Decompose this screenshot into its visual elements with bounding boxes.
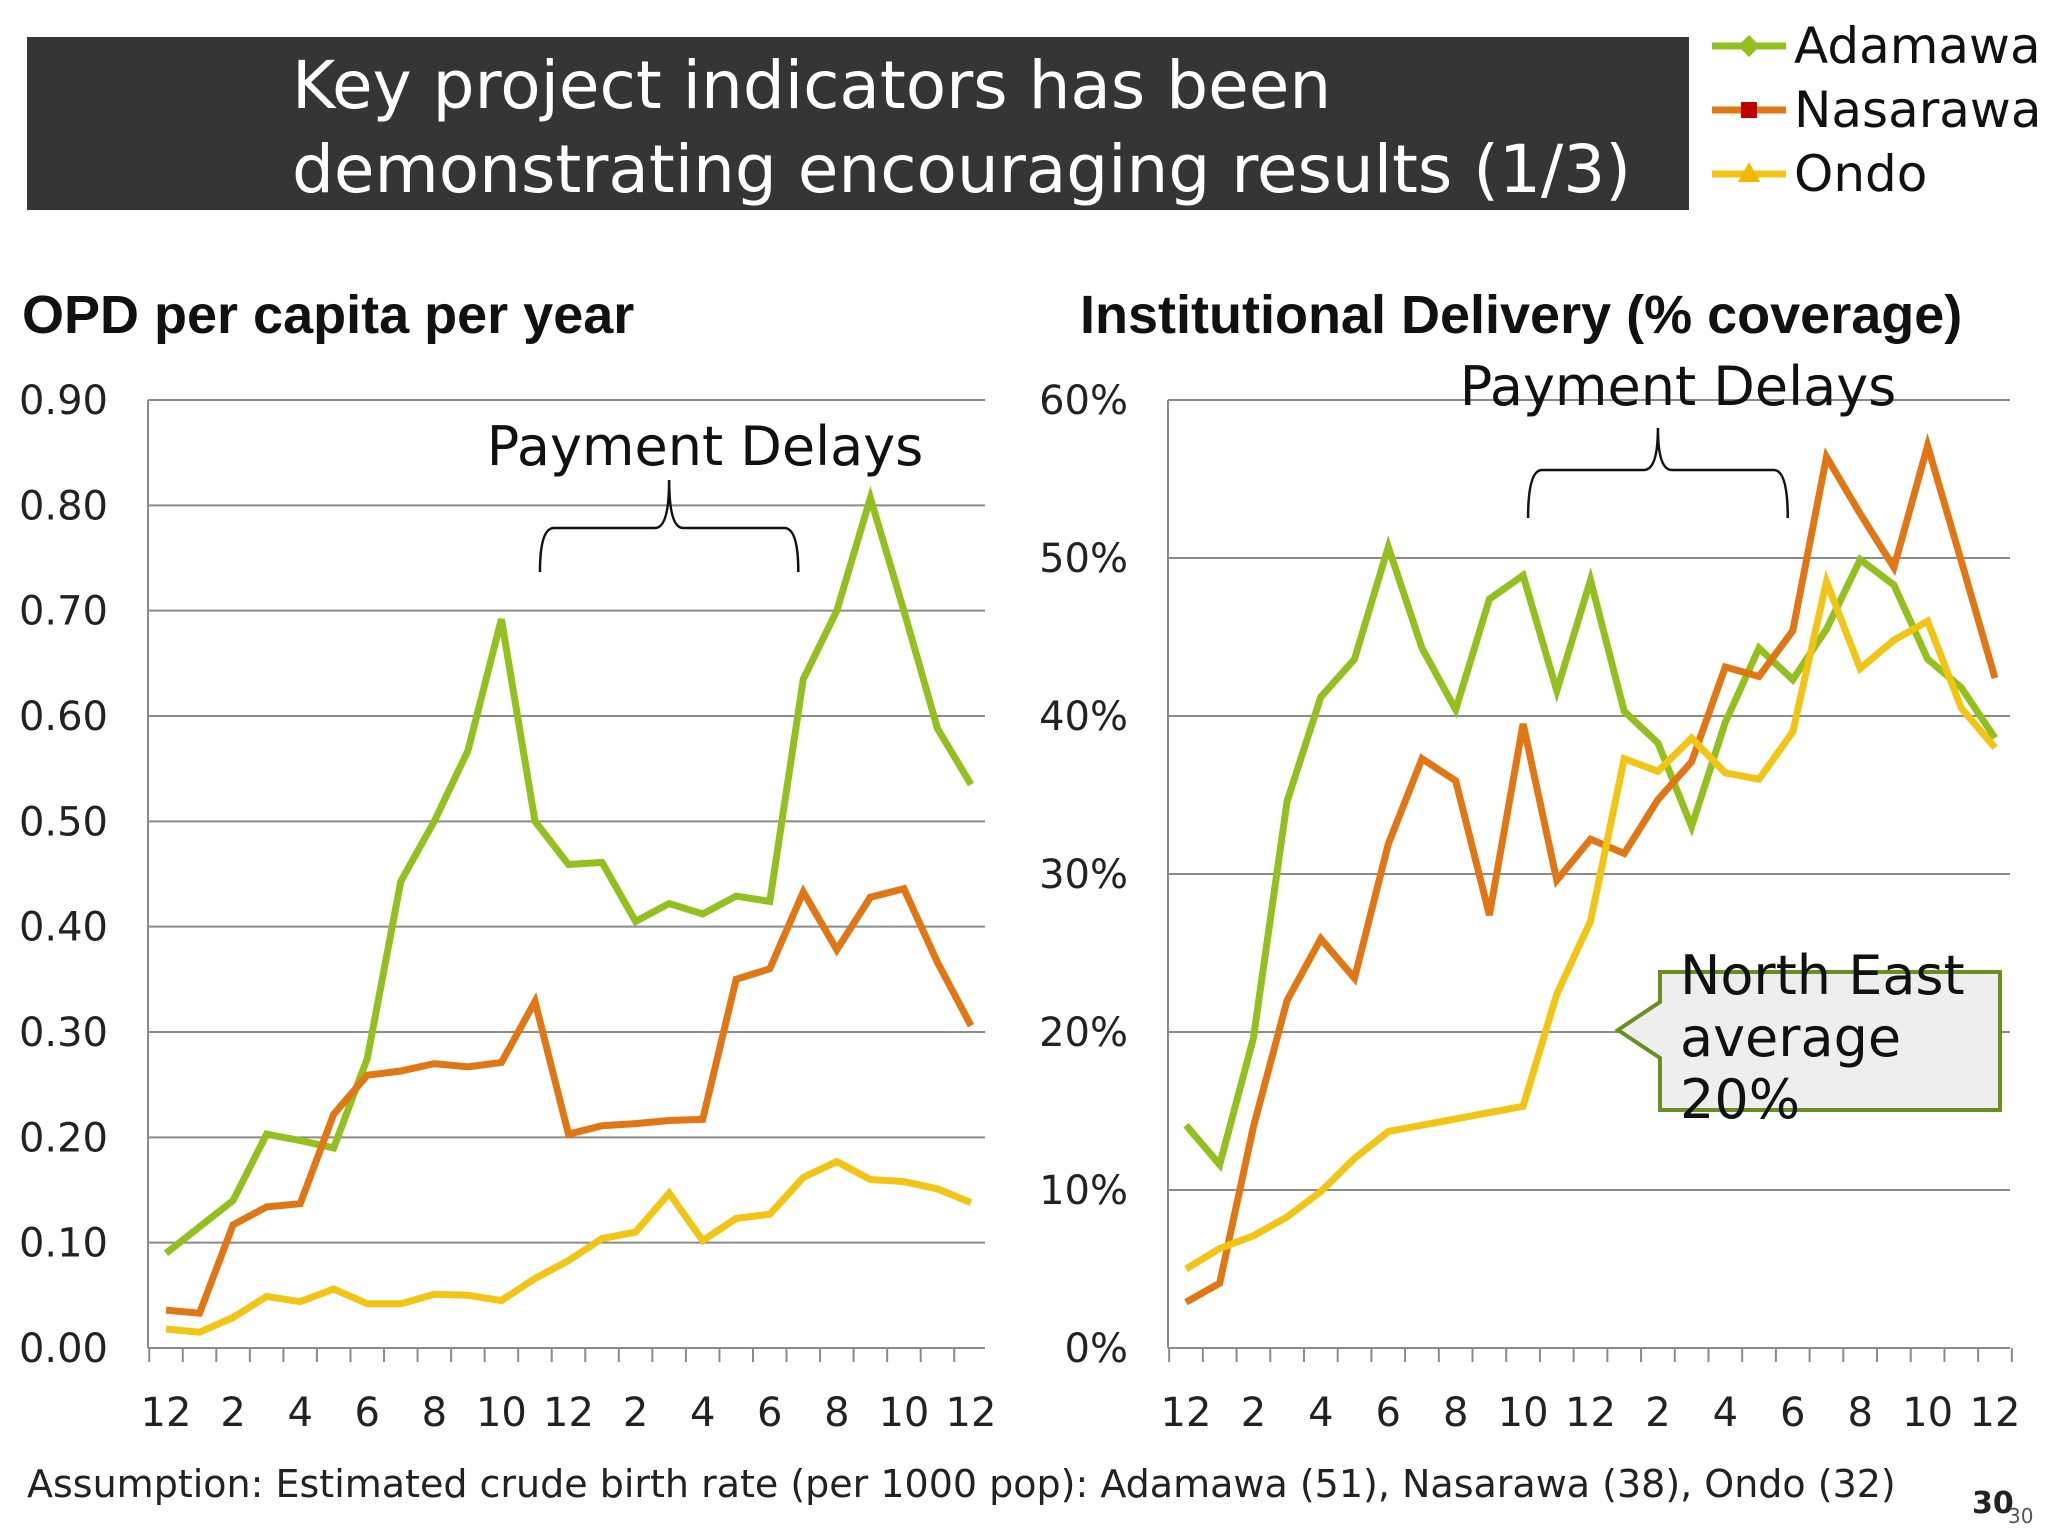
x-tick-label: 10 (878, 1390, 929, 1436)
chart-title-institutional-delivery: Institutional Delivery (% coverage) (1080, 285, 1963, 345)
x-tick-label: 10 (1498, 1390, 1549, 1436)
payment-delays-label: Payment Delays (487, 415, 924, 478)
x-tick-label: 10 (476, 1390, 527, 1436)
y-tick-label: 0.70 (19, 589, 108, 635)
callout-text-line2: average (1680, 1006, 1901, 1069)
diamond-marker-icon (1712, 35, 1786, 57)
slide-title-line-2: demonstrating encouraging results (1/3) (292, 131, 1632, 208)
y-tick-label: 50% (1039, 536, 1128, 582)
footnote: Assumption: Estimated crude birth rate (… (27, 1462, 1896, 1506)
x-tick-label: 12 (946, 1390, 997, 1436)
payment-delays-bracket (538, 479, 800, 573)
callout-text-line1: North East (1680, 944, 1965, 1007)
x-tick-label: 6 (1780, 1390, 1805, 1436)
x-tick-label: 4 (287, 1390, 312, 1436)
legend-item-adamawa: Adamawa (1712, 16, 2048, 80)
y-tick-label: 60% (1039, 378, 1128, 424)
page-number-sub: 30 (2008, 1504, 2034, 1528)
legend-label: Adamawa (1794, 17, 2041, 75)
x-tick-label: 2 (1241, 1390, 1266, 1436)
legend-item-ondo: Ondo (1712, 144, 2048, 208)
x-tick-label: 4 (690, 1390, 715, 1436)
x-tick-label: 12 (141, 1390, 192, 1436)
y-tick-label: 0.80 (19, 483, 108, 529)
y-tick-label: 0.30 (19, 1010, 108, 1056)
page-number: 30 (1972, 1486, 2014, 1521)
y-tick-label: 0.60 (19, 694, 108, 740)
slide-title: Key project indicators has been demonstr… (292, 44, 1672, 212)
x-tick-label: 2 (623, 1390, 648, 1436)
y-tick-label: 0.90 (19, 378, 108, 424)
x-tick-label: 2 (1645, 1390, 1670, 1436)
x-tick-label: 12 (1161, 1390, 1212, 1436)
callout-text-line3: 20% (1680, 1068, 1800, 1131)
square-marker-icon (1712, 102, 1786, 118)
x-tick-label: 2 (220, 1390, 245, 1436)
x-tick-label: 6 (1376, 1390, 1401, 1436)
y-tick-label: 10% (1039, 1168, 1128, 1214)
legend-item-nasarawa: Nasarawa (1712, 80, 2048, 144)
x-tick-label: 4 (1308, 1390, 1333, 1436)
y-tick-label: 0.00 (19, 1326, 108, 1372)
north-east-callout-box (1614, 970, 2002, 1112)
x-tick-label: 8 (422, 1390, 447, 1436)
payment-delays-label: Payment Delays (1460, 355, 1897, 418)
y-tick-label: 40% (1039, 694, 1128, 740)
y-tick-label: 20% (1039, 1010, 1128, 1056)
x-tick-label: 8 (1847, 1390, 1872, 1436)
x-tick-label: 12 (1970, 1390, 2021, 1436)
payment-delays-bracket (1526, 427, 1789, 519)
y-tick-label: 0.20 (19, 1115, 108, 1161)
legend-label: Ondo (1794, 145, 1928, 203)
y-tick-label: 0% (1065, 1326, 1128, 1372)
x-tick-label: 6 (355, 1390, 380, 1436)
x-tick-label: 12 (1565, 1390, 1616, 1436)
y-tick-label: 0.40 (19, 905, 108, 951)
series-line-ondo (1184, 569, 1998, 1272)
x-tick-label: 10 (1902, 1390, 1953, 1436)
legend: Adamawa Nasarawa Ondo (1712, 16, 2048, 208)
legend-label: Nasarawa (1794, 81, 2042, 139)
x-tick-label: 12 (543, 1390, 594, 1436)
y-tick-label: 30% (1039, 852, 1128, 898)
y-tick-label: 0.10 (19, 1221, 108, 1267)
triangle-marker-icon (1712, 162, 1786, 182)
chart-title-opd: OPD per capita per year (22, 285, 635, 345)
y-tick-label: 0.50 (19, 799, 108, 845)
x-tick-label: 8 (824, 1390, 849, 1436)
x-tick-label: 8 (1443, 1390, 1468, 1436)
x-tick-label: 4 (1713, 1390, 1738, 1436)
slide-title-line-1: Key project indicators has been (292, 47, 1332, 124)
title-bar (27, 37, 1689, 210)
x-tick-label: 6 (757, 1390, 782, 1436)
